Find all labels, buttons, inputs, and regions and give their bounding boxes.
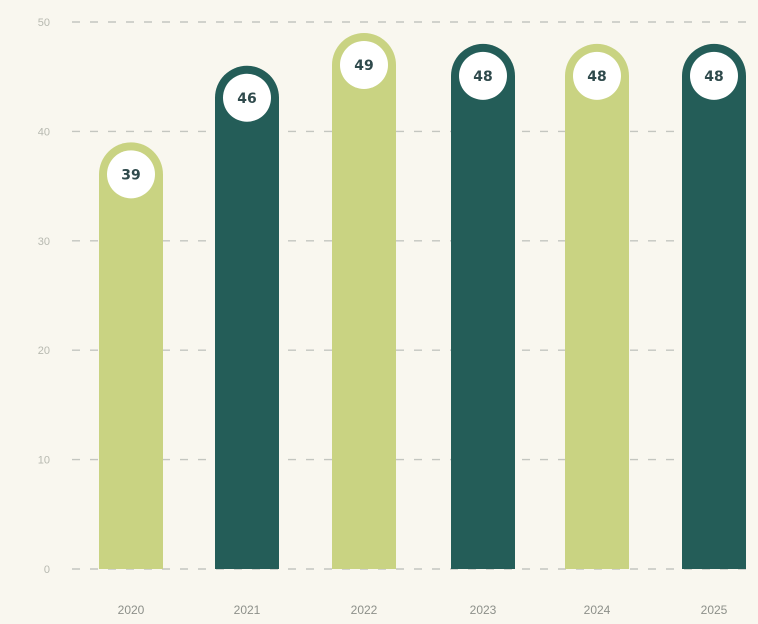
x-tick-label-2021: 2021 (234, 603, 261, 617)
bar-2021 (215, 66, 279, 569)
x-tick-label-2020: 2020 (118, 603, 145, 617)
y-tick-label-40: 40 (38, 126, 50, 138)
y-tick-label-0: 0 (44, 564, 50, 576)
bar-2025 (682, 44, 746, 569)
y-tick-label-20: 20 (38, 345, 50, 357)
bar-2023 (451, 44, 515, 569)
y-tick-label-10: 10 (38, 455, 50, 467)
y-tick-label-50: 50 (38, 17, 50, 29)
x-tick-label-2024: 2024 (584, 603, 611, 617)
x-tick-label-2025: 2025 (701, 603, 728, 617)
y-tick-label-30: 30 (38, 236, 50, 248)
bar-2022 (332, 33, 396, 569)
bar-2024 (565, 44, 629, 569)
data-label-2021: 46 (237, 91, 256, 107)
bar-2020 (99, 142, 163, 569)
data-label-2022: 49 (354, 58, 373, 74)
data-label-2023: 48 (473, 69, 492, 85)
data-label-2025: 48 (704, 69, 723, 85)
x-tick-label-2022: 2022 (351, 603, 378, 617)
data-label-2024: 48 (587, 69, 606, 85)
data-label-2020: 39 (121, 167, 140, 183)
x-tick-label-2023: 2023 (470, 603, 497, 617)
